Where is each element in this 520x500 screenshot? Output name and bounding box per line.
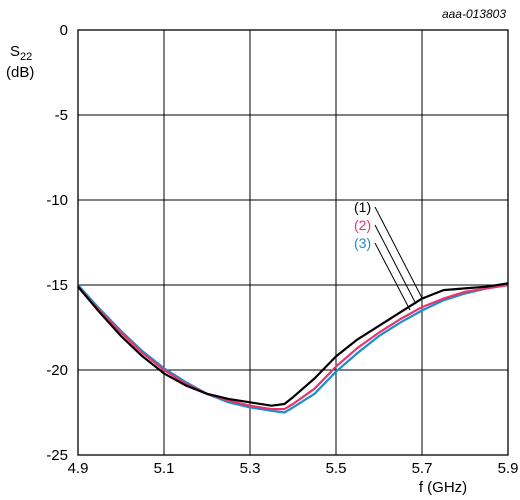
series-line-2 xyxy=(77,283,509,411)
legend-leader-line xyxy=(374,224,417,305)
y-tick-labels: 0 -5 -10 -15 -20 -25 xyxy=(46,22,68,464)
y-tick-label: -10 xyxy=(46,192,68,209)
y-axis-label-main: S xyxy=(10,43,20,60)
legend: (1) (2) (3) xyxy=(354,199,423,311)
legend-leader-line xyxy=(374,206,423,299)
y-tick-label: -15 xyxy=(46,277,68,294)
x-tick-label: 5.9 xyxy=(498,460,519,477)
x-tick-label: 4.9 xyxy=(68,460,89,477)
document-id: aaa-013803 xyxy=(442,7,506,21)
y-axis-label-sub: 22 xyxy=(20,51,32,63)
y-tick-label: -20 xyxy=(46,362,68,379)
legend-label-1: (1) xyxy=(354,199,371,215)
svg-text:S22: S22 xyxy=(10,43,32,63)
legend-label-3: (3) xyxy=(354,235,371,251)
plot-frame xyxy=(77,29,509,456)
grid xyxy=(77,29,509,456)
x-tick-labels: 4.9 5.1 5.3 5.5 5.7 5.9 xyxy=(68,460,519,477)
y-tick-label: 0 xyxy=(60,22,68,39)
y-tick-label: -5 xyxy=(55,107,68,124)
x-axis-label: f (GHz) xyxy=(419,479,467,496)
y-tick-label: -25 xyxy=(46,447,68,464)
series-line-3 xyxy=(77,283,509,414)
legend-leader-line xyxy=(374,242,411,311)
x-tick-label: 5.3 xyxy=(240,460,261,477)
x-tick-label: 5.7 xyxy=(412,460,433,477)
legend-label-2: (2) xyxy=(354,217,371,233)
y-axis-unit: (dB) xyxy=(6,64,34,81)
y-axis-title: S22 (dB) xyxy=(6,43,34,81)
x-tick-label: 5.1 xyxy=(154,460,175,477)
series-line-1 xyxy=(77,282,509,407)
x-tick-label: 5.5 xyxy=(326,460,347,477)
data-series xyxy=(77,282,509,414)
